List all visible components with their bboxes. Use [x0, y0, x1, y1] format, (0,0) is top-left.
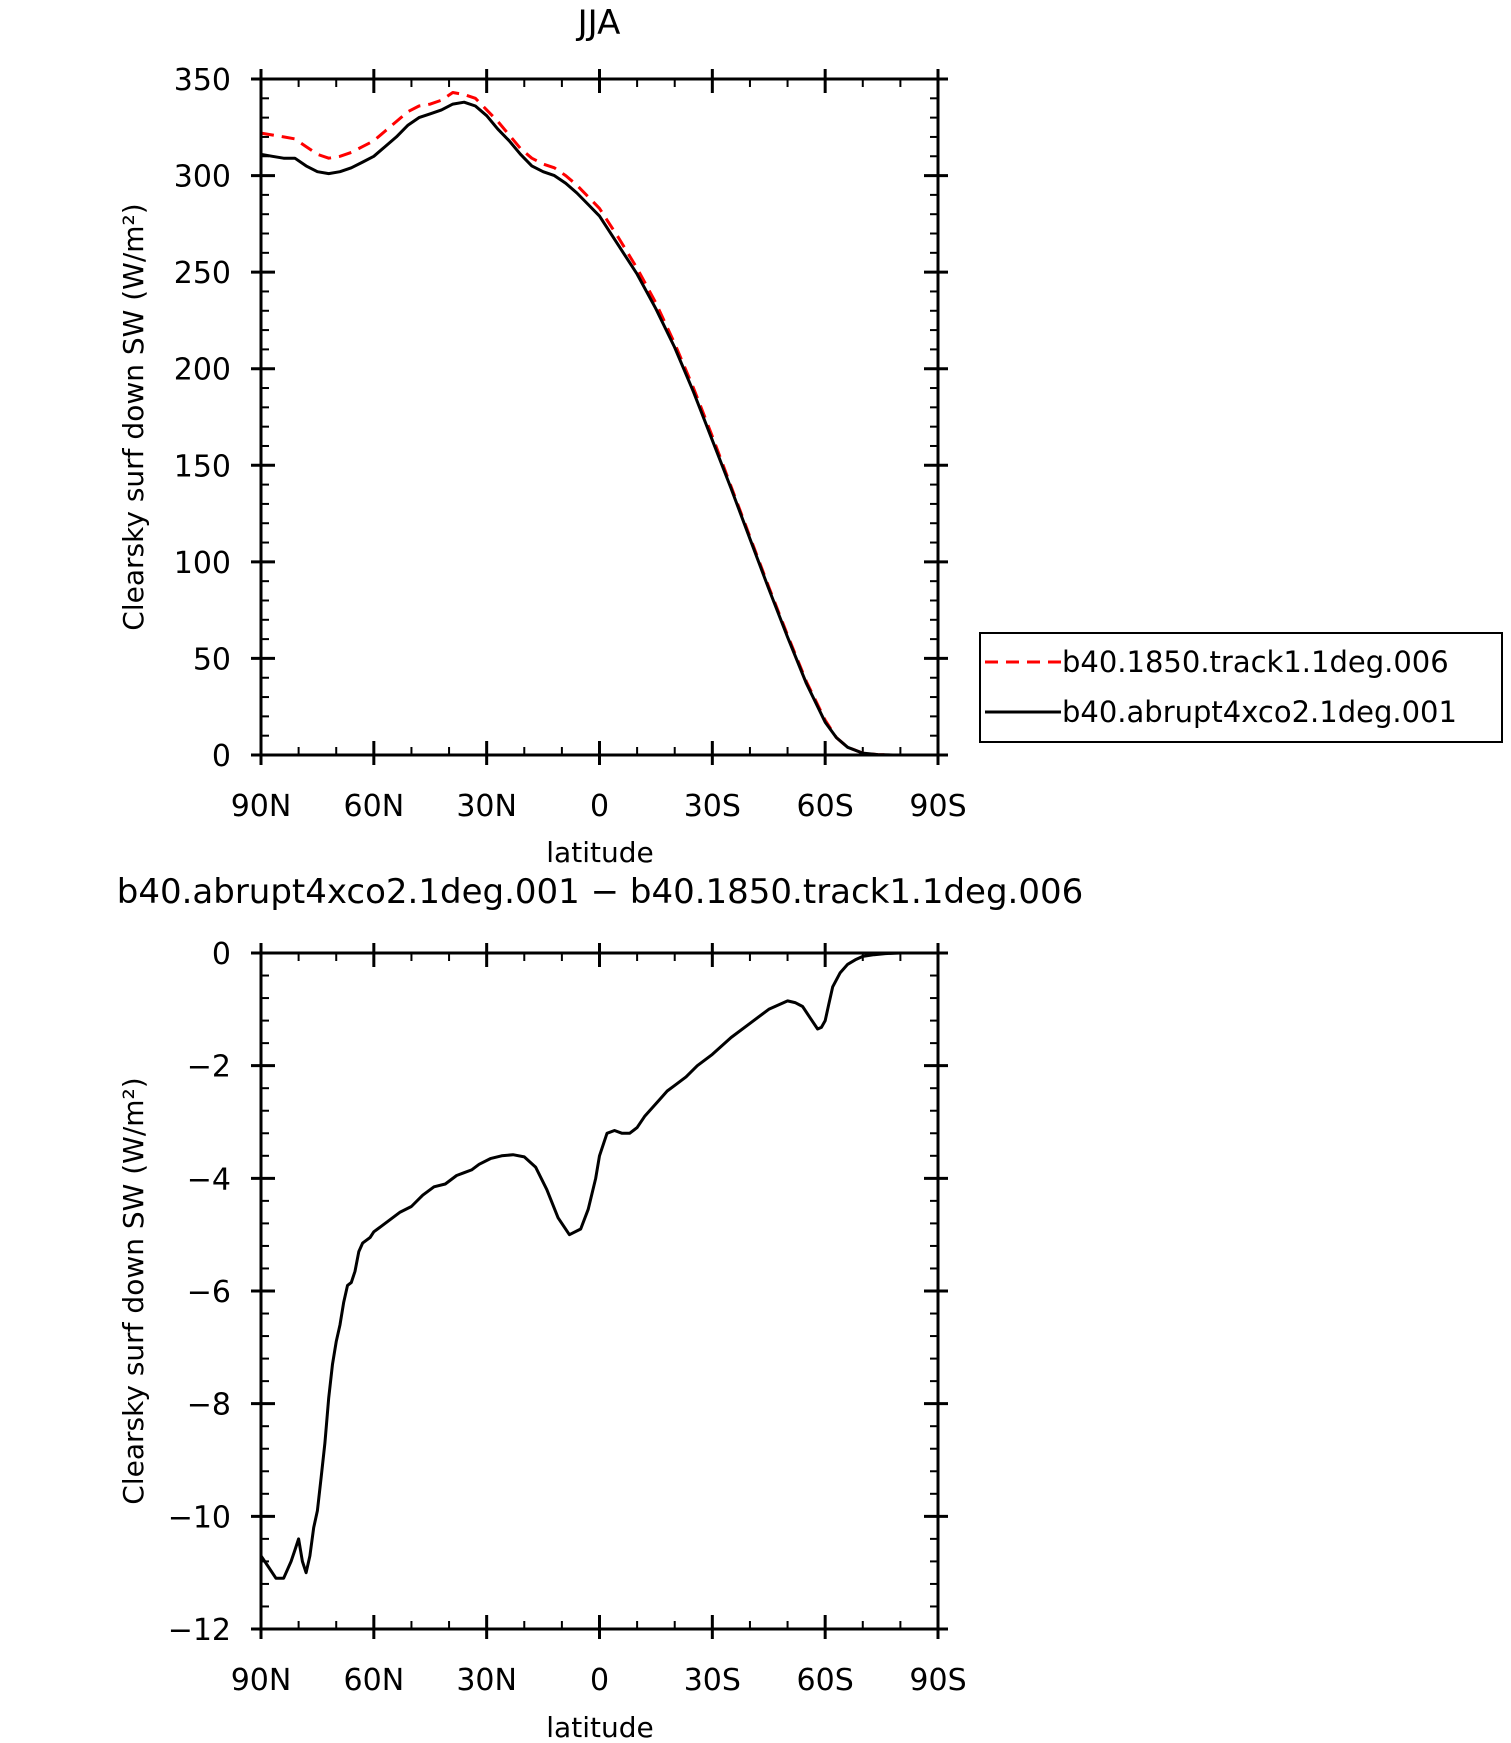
- bottom-ytick-label: −2: [187, 1050, 231, 1085]
- bottom-xtick-label: 30S: [684, 1663, 741, 1698]
- top-chart-y-axis: 0 50 100 150 200 250 300 350: [174, 63, 948, 774]
- top-xtick-label: 0: [590, 789, 609, 824]
- bottom-chart-x-axis: 90N 60N 30N 0 30S 60S 90S: [231, 943, 967, 1698]
- bottom-chart-minor-ticks: [260, 952, 939, 1630]
- bottom-xtick-label: 30N: [456, 1663, 517, 1698]
- top-chart-panel: JJA 90N 60N 30N 0 30S 60S 90S 0 50 100 150 200 250 3…: [117, 3, 1503, 869]
- top-ytick-label: 200: [174, 353, 231, 388]
- bottom-chart-x-axis-title: latitude: [546, 1711, 653, 1743]
- top-ytick-label: 0: [212, 739, 231, 774]
- legend-label-abrupt4xco2: b40.abrupt4xco2.1deg.001: [1062, 695, 1457, 729]
- top-chart-series-layer: [260, 91, 938, 757]
- bottom-ytick-label: −10: [168, 1500, 231, 1535]
- top-chart-y-axis-title: Clearsky surf down SW (W/m²): [117, 203, 150, 630]
- top-xtick-label: 60S: [797, 789, 854, 824]
- top-ytick-label: 50: [193, 642, 231, 677]
- top-xtick-label: 30N: [456, 789, 517, 824]
- bottom-series-line-difference: [259, 951, 938, 1580]
- legend-label-1850: b40.1850.track1.1deg.006: [1062, 645, 1449, 679]
- top-xtick-label: 90N: [231, 789, 292, 824]
- top-chart-plot-frame: [259, 77, 940, 757]
- top-chart-title: JJA: [576, 3, 621, 43]
- bottom-xtick-label: 60S: [797, 1663, 854, 1698]
- bottom-chart-y-axis-title: Clearsky surf down SW (W/m²): [117, 1077, 150, 1504]
- top-chart-x-axis-title: latitude: [546, 836, 653, 869]
- bottom-xtick-label: 90N: [231, 1663, 292, 1698]
- bottom-xtick-label: 90S: [909, 1663, 966, 1698]
- bottom-chart-title: b40.abrupt4xco2.1deg.001 − b40.1850.trac…: [117, 872, 1084, 912]
- top-xtick-label: 30S: [684, 789, 741, 824]
- top-ytick-label: 350: [174, 63, 231, 98]
- top-ytick-label: 300: [174, 160, 231, 195]
- top-xtick-label: 60N: [344, 789, 405, 824]
- bottom-chart-series-layer: [259, 951, 938, 1580]
- bottom-xtick-label: 0: [590, 1663, 609, 1698]
- top-ytick-label: 150: [174, 449, 231, 484]
- bottom-chart-panel: b40.abrupt4xco2.1deg.001 − b40.1850.trac…: [117, 872, 1084, 1743]
- bottom-ytick-label: −8: [187, 1388, 231, 1423]
- top-chart-x-axis: 90N 60N 30N 0 30S 60S 90S: [231, 69, 967, 824]
- legend-box: [979, 632, 1503, 743]
- bottom-xtick-label: 60N: [344, 1663, 405, 1698]
- bottom-ytick-label: −12: [168, 1613, 231, 1648]
- bottom-ytick-label: −6: [187, 1275, 231, 1310]
- bottom-chart-plot-frame: [259, 951, 940, 1631]
- top-ytick-label: 100: [174, 546, 231, 581]
- top-xtick-label: 90S: [909, 789, 966, 824]
- top-ytick-label: 250: [174, 256, 231, 291]
- bottom-ytick-label: −4: [187, 1162, 231, 1197]
- bottom-chart-y-axis: 0 −2 −4 −6 −8 −10 −12: [168, 937, 948, 1648]
- top-chart-minor-ticks: [260, 78, 939, 756]
- legend: b40.1850.track1.1deg.006 b40.abrupt4xco2…: [979, 632, 1503, 743]
- top-series-line-1850: [260, 91, 938, 757]
- bottom-ytick-label: 0: [212, 937, 231, 972]
- top-series-line-abrupt4xco2: [260, 100, 938, 757]
